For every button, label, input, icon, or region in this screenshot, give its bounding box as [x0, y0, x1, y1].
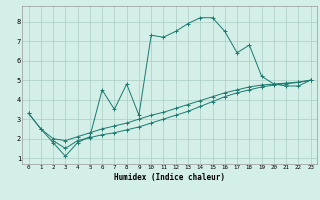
X-axis label: Humidex (Indice chaleur): Humidex (Indice chaleur) — [114, 173, 225, 182]
